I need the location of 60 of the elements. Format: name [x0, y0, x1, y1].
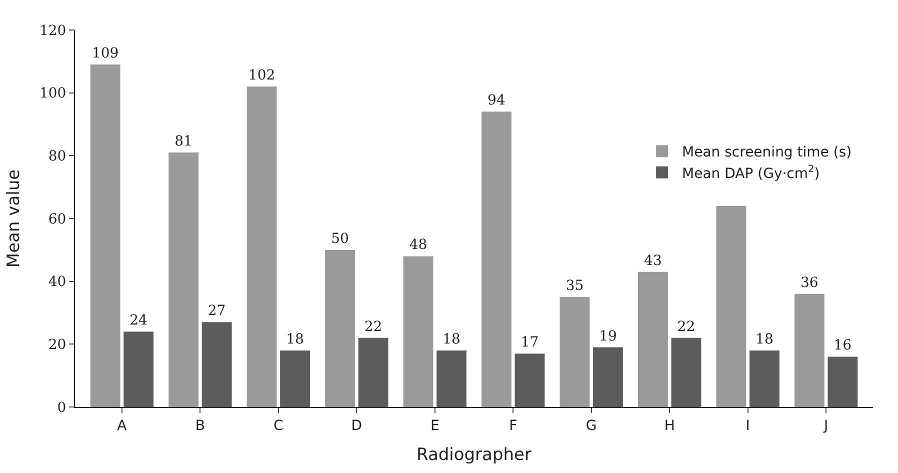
y-tick-label: 60 — [48, 211, 66, 228]
bar — [593, 347, 623, 407]
data-label: 18 — [756, 331, 774, 348]
x-tick-label: C — [274, 418, 284, 434]
bar — [828, 356, 858, 407]
bar — [482, 112, 512, 407]
x-tick-label: H — [664, 418, 675, 434]
bar — [749, 350, 780, 407]
y-axis-title: Mean value — [4, 169, 24, 268]
x-tick-label: B — [195, 418, 205, 434]
bar — [716, 206, 746, 407]
y-tick-label: 0 — [57, 400, 66, 416]
data-label: 48 — [409, 237, 428, 254]
bar — [325, 250, 355, 407]
bar — [403, 256, 434, 407]
data-label: 22 — [677, 318, 696, 335]
bar — [671, 338, 702, 407]
bar — [90, 64, 120, 407]
data-label: 17 — [520, 334, 539, 351]
x-tick-label: D — [351, 418, 362, 434]
data-label: 16 — [834, 338, 852, 354]
data-label: 35 — [566, 278, 584, 294]
y-tick-label: 20 — [48, 337, 66, 354]
data-label: 109 — [92, 46, 119, 62]
y-tick-label: 100 — [39, 86, 66, 102]
x-tick-label: G — [586, 418, 597, 434]
y-tick-label: 120 — [39, 22, 66, 39]
x-tick-label: J — [822, 418, 828, 434]
data-label: 43 — [644, 252, 662, 269]
data-label: 50 — [331, 230, 349, 247]
data-label: 81 — [174, 134, 192, 150]
data-label: 94 — [488, 92, 506, 109]
data-label: 24 — [130, 312, 148, 329]
bar — [436, 350, 466, 407]
bar — [560, 297, 590, 407]
x-tick-label: F — [509, 418, 518, 434]
data-label: 102 — [248, 68, 276, 84]
data-label: 18 — [286, 331, 304, 348]
x-axis-title: Radiographer — [416, 445, 532, 466]
bar — [638, 272, 668, 407]
y-tick-label: 80 — [48, 148, 66, 165]
legend-label: Mean screening time (s) — [682, 144, 852, 161]
data-label: 27 — [208, 303, 226, 320]
data-label: 36 — [800, 274, 818, 291]
x-tick-label: I — [746, 418, 750, 434]
bar — [124, 332, 154, 407]
y-tick-label: 40 — [48, 274, 66, 290]
bar — [168, 152, 199, 407]
data-label: 22 — [364, 318, 382, 335]
x-tick-label: A — [117, 418, 128, 434]
data-label: 19 — [599, 328, 617, 344]
data-label: 18 — [442, 331, 460, 348]
bar — [246, 86, 277, 407]
bar — [514, 354, 545, 407]
x-tick-label: E — [430, 418, 440, 434]
legend-label: Mean DAP (Gy·cm$^{2}$) — [682, 164, 820, 182]
bar — [280, 350, 310, 407]
bar — [358, 338, 388, 407]
bar — [794, 294, 824, 407]
bar — [202, 322, 232, 407]
